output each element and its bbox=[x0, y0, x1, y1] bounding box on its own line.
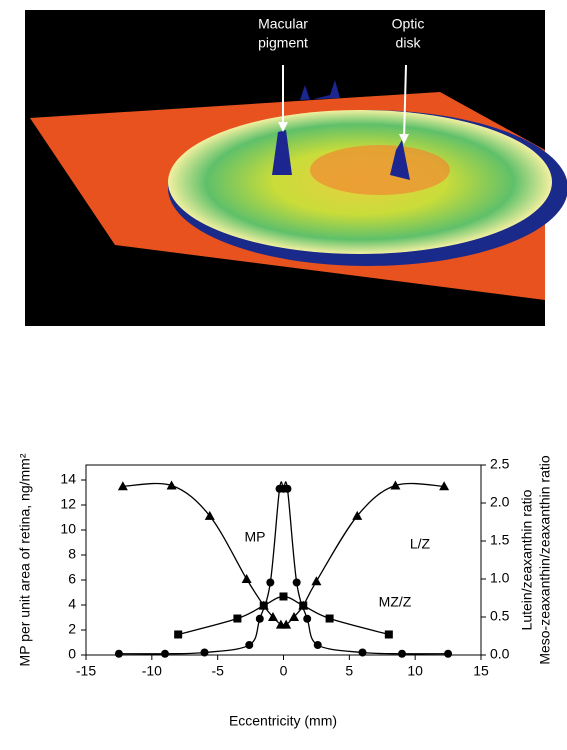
y-tick-label: 6 bbox=[68, 571, 76, 587]
marker bbox=[358, 648, 367, 657]
y2-tick-label: 0.0 bbox=[490, 646, 510, 662]
marker bbox=[255, 614, 264, 623]
x-tick-label: 0 bbox=[280, 663, 288, 679]
y2-tick-label: 2.5 bbox=[490, 456, 510, 472]
y-tick-label: 8 bbox=[68, 546, 76, 562]
marker bbox=[444, 649, 453, 658]
series-label: L/Z bbox=[410, 536, 431, 552]
marker bbox=[161, 649, 169, 658]
marker bbox=[311, 576, 322, 586]
marker bbox=[266, 578, 275, 587]
marker bbox=[289, 612, 300, 621]
marker bbox=[352, 510, 363, 520]
marker bbox=[384, 630, 393, 639]
marker bbox=[299, 601, 308, 610]
y2-axis-title: Lutein/zeaxanthin ratio bbox=[519, 489, 535, 630]
marker bbox=[114, 649, 123, 658]
marker bbox=[281, 619, 292, 629]
disc-center bbox=[310, 145, 450, 195]
marker bbox=[283, 484, 292, 493]
chart: Eccentricity (mm) MP per unit area of re… bbox=[17, 453, 553, 729]
y2-tick-label: 0.5 bbox=[490, 608, 510, 624]
macular-peak bbox=[272, 130, 292, 175]
arrowhead bbox=[278, 122, 288, 132]
y-tick-label: 0 bbox=[68, 646, 76, 662]
marker bbox=[292, 578, 301, 587]
y-axis-title: MP per unit area of retina, ng/mm² bbox=[17, 453, 33, 666]
marker bbox=[390, 480, 401, 490]
marker bbox=[200, 648, 209, 657]
series-label: MP bbox=[245, 529, 266, 545]
marker bbox=[245, 641, 254, 649]
marker bbox=[174, 630, 183, 639]
x-axis-title: Eccentricity (mm) bbox=[229, 713, 337, 729]
marker bbox=[117, 481, 128, 491]
y-tick-label: 4 bbox=[68, 596, 76, 612]
y2-tick-label: 1.5 bbox=[490, 532, 510, 548]
y2-axis-title: Meso-zeaxanthin/zeaxanthin ratio bbox=[537, 455, 553, 665]
marker bbox=[313, 641, 322, 649]
x-tick-label: 10 bbox=[407, 663, 423, 679]
marker bbox=[325, 614, 334, 623]
y-tick-label: 14 bbox=[60, 471, 76, 487]
marker bbox=[267, 612, 278, 621]
y-tick-label: 2 bbox=[68, 621, 76, 637]
annotation: pigment bbox=[258, 35, 308, 51]
series-line bbox=[177, 595, 390, 636]
x-tick-label: 5 bbox=[345, 663, 353, 679]
y2-tick-label: 1.0 bbox=[490, 570, 510, 586]
x-tick-label: -5 bbox=[211, 663, 224, 679]
retina-image: Macular pigment Optic disk bbox=[25, 10, 567, 326]
marker bbox=[303, 614, 312, 623]
annotation: Optic bbox=[392, 16, 425, 32]
spikes bbox=[300, 80, 340, 100]
annotation: Macular bbox=[258, 16, 308, 32]
x-tick-label: -10 bbox=[142, 663, 162, 679]
marker bbox=[241, 574, 252, 583]
optic-peak bbox=[390, 140, 410, 180]
arrow bbox=[403, 64, 407, 141]
x-tick-label: -15 bbox=[76, 663, 96, 679]
series-label: MZ/Z bbox=[379, 594, 412, 610]
marker bbox=[204, 510, 215, 520]
marker bbox=[279, 592, 288, 601]
y-tick-label: 12 bbox=[60, 496, 76, 512]
marker bbox=[233, 614, 242, 623]
annotation: disk bbox=[396, 35, 422, 51]
marker bbox=[166, 480, 177, 490]
x-tick-label: 15 bbox=[473, 663, 489, 679]
y-tick-label: 10 bbox=[60, 521, 76, 537]
marker bbox=[259, 601, 268, 610]
marker bbox=[439, 481, 450, 491]
marker bbox=[398, 649, 406, 658]
arrowhead bbox=[399, 134, 409, 144]
y2-tick-label: 2.0 bbox=[490, 494, 510, 510]
